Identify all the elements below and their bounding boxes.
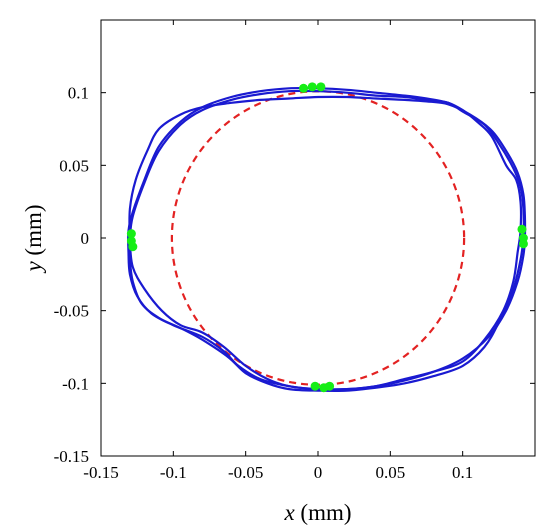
- x-axis-label-var: x: [283, 500, 295, 525]
- y-tick-label: -0.1: [62, 374, 89, 393]
- position-marker: [316, 82, 326, 92]
- trajectory-series-layer: [127, 86, 527, 392]
- position-marker: [128, 242, 138, 252]
- position-marker: [126, 229, 136, 239]
- position-marker: [518, 239, 528, 249]
- x-tick-label: 0.05: [375, 463, 405, 482]
- ticks-layer: -0.15 -0.1 -0.05 0 0.05 0.1 -0.15 -0.1 -0.05 0 0.0…: [54, 20, 535, 482]
- y-tick-label: 0.1: [68, 84, 89, 103]
- marker-layer: [126, 82, 528, 393]
- x-tick-label: -0.15: [83, 463, 118, 482]
- trajectory-line: [128, 95, 527, 391]
- y-tick-label: 0: [81, 229, 90, 248]
- x-axis-label: x (mm): [283, 500, 351, 525]
- position-marker: [299, 83, 309, 93]
- y-tick-label: -0.05: [54, 302, 89, 321]
- position-marker: [325, 381, 335, 391]
- y-axis-label: y (mm): [21, 204, 46, 273]
- y-axis-label-var: y: [21, 261, 46, 274]
- x-tick-label: 0: [314, 463, 323, 482]
- trajectory-line: [128, 89, 525, 392]
- x-tick-label: -0.1: [160, 463, 187, 482]
- position-marker: [307, 82, 317, 92]
- position-marker: [517, 224, 527, 234]
- position-marker: [310, 381, 320, 391]
- y-tick-label: 0.05: [59, 156, 89, 175]
- y-tick-label: -0.15: [54, 447, 89, 466]
- y-axis-label-unit: (mm): [21, 204, 46, 261]
- x-tick-label: 0.1: [452, 463, 473, 482]
- x-axis-label-unit: (mm): [295, 500, 352, 525]
- x-tick-label: -0.05: [228, 463, 263, 482]
- trajectory-line: [127, 86, 523, 391]
